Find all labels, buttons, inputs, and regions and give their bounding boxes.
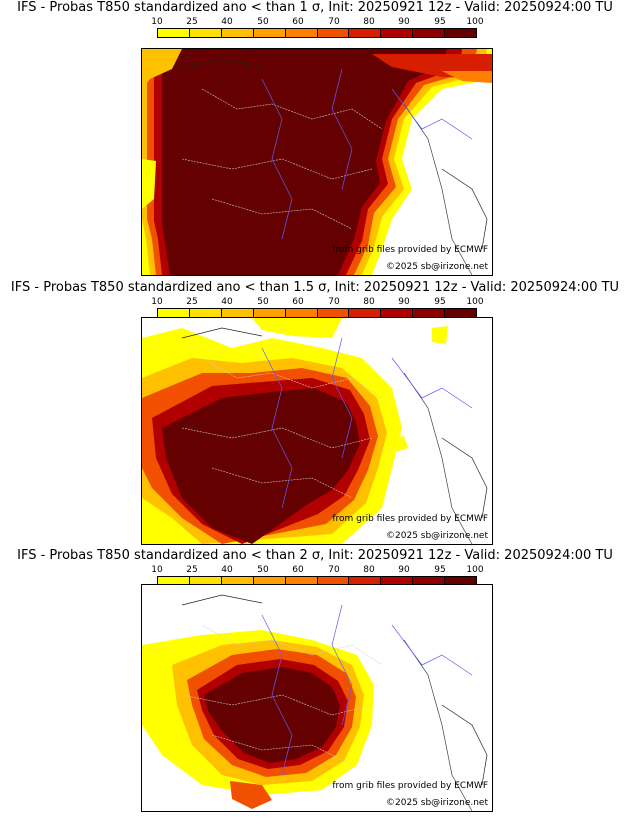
colorbar-label: 100	[466, 297, 484, 307]
colorbar-swatch	[253, 309, 286, 317]
colorbar-swatch	[445, 577, 477, 585]
panel-title: IFS - Probas T850 standardized ano < tha…	[17, 548, 613, 563]
probability-colorbar: 10 25 40 50 60 70 80 90 95 100	[151, 17, 484, 42]
probability-map: from grib files provided by ECMWF ©2025 …	[141, 48, 493, 276]
colorbar-label: 40	[221, 297, 233, 307]
colorbar-swatch	[413, 577, 446, 585]
colorbar-swatch	[221, 29, 254, 37]
colorbar-swatches	[157, 28, 477, 38]
colorbar-swatch	[158, 309, 190, 317]
colorbar-swatch	[253, 577, 286, 585]
colorbar-label: 70	[328, 297, 340, 307]
colorbar-label: 25	[186, 297, 198, 307]
probability-map: from grib files provided by ECMWF ©2025 …	[141, 317, 493, 545]
colorbar-label: 90	[398, 17, 410, 27]
colorbar-label: 50	[257, 565, 269, 575]
colorbar-label: 60	[292, 297, 304, 307]
panel-title: IFS - Probas T850 standardized ano < tha…	[10, 280, 620, 295]
data-source-credit: from grib files provided by ECMWF	[332, 781, 488, 791]
colorbar-swatch	[221, 309, 254, 317]
colorbar-swatch	[349, 29, 382, 37]
colorbar-label: 40	[221, 17, 233, 27]
colorbar-label: 95	[434, 17, 446, 27]
colorbar-label: 60	[292, 17, 304, 27]
colorbar-label: 70	[328, 17, 340, 27]
data-source-credit: from grib files provided by ECMWF	[332, 245, 488, 255]
copyright-notice: ©2025 sb@irizone.net	[386, 531, 488, 541]
colorbar-swatch	[285, 577, 318, 585]
colorbar-swatch	[349, 309, 382, 317]
colorbar-label: 10	[151, 297, 163, 307]
data-source-credit: from grib files provided by ECMWF	[332, 514, 488, 524]
map-panel-2: IFS - Probas T850 standardized ano < tha…	[0, 280, 630, 548]
colorbar-swatch	[317, 29, 350, 37]
colorbar-label: 80	[363, 565, 375, 575]
colorbar-label: 80	[363, 297, 375, 307]
colorbar-swatch	[381, 577, 414, 585]
colorbar-swatch	[413, 29, 446, 37]
colorbar-label: 100	[466, 17, 484, 27]
map-panel-3: IFS - Probas T850 standardized ano < tha…	[0, 548, 630, 828]
colorbar-label: 80	[363, 17, 375, 27]
colorbar-label: 10	[151, 17, 163, 27]
colorbar-swatch	[285, 29, 318, 37]
colorbar-swatch	[158, 29, 190, 37]
colorbar-label: 10	[151, 565, 163, 575]
colorbar-label: 95	[434, 565, 446, 575]
colorbar-label: 95	[434, 297, 446, 307]
colorbar-swatch	[317, 577, 350, 585]
map-graphic	[142, 49, 492, 275]
colorbar-swatch	[221, 577, 254, 585]
colorbar-label: 60	[292, 565, 304, 575]
map-graphic	[142, 318, 492, 544]
colorbar-label: 50	[257, 17, 269, 27]
colorbar-swatch	[189, 577, 222, 585]
colorbar-label: 25	[186, 565, 198, 575]
colorbar-label: 50	[257, 297, 269, 307]
map-panel-1: IFS - Probas T850 standardized ano < tha…	[0, 0, 630, 278]
colorbar-swatch	[381, 29, 414, 37]
colorbar-label: 90	[398, 297, 410, 307]
colorbar-swatch	[158, 577, 190, 585]
copyright-notice: ©2025 sb@irizone.net	[386, 262, 488, 272]
colorbar-swatches	[157, 308, 477, 318]
colorbar-swatch	[349, 577, 382, 585]
colorbar-swatch	[413, 309, 446, 317]
colorbar-label: 40	[221, 565, 233, 575]
colorbar-swatch	[445, 29, 477, 37]
colorbar-swatch	[189, 29, 222, 37]
colorbar-swatch	[253, 29, 286, 37]
copyright-notice: ©2025 sb@irizone.net	[386, 798, 488, 808]
probability-colorbar: 10 25 40 50 60 70 80 90 95 100	[151, 297, 484, 322]
map-graphic	[142, 585, 492, 811]
colorbar-label: 25	[186, 17, 198, 27]
probability-map: from grib files provided by ECMWF ©2025 …	[141, 584, 493, 812]
colorbar-swatch	[381, 309, 414, 317]
colorbar-label: 100	[466, 565, 484, 575]
colorbar-label: 90	[398, 565, 410, 575]
colorbar-swatch	[285, 309, 318, 317]
colorbar-swatch	[317, 309, 350, 317]
colorbar-label: 70	[328, 565, 340, 575]
colorbar-swatch	[445, 309, 477, 317]
colorbar-swatch	[189, 309, 222, 317]
panel-title: IFS - Probas T850 standardized ano < tha…	[17, 0, 613, 15]
